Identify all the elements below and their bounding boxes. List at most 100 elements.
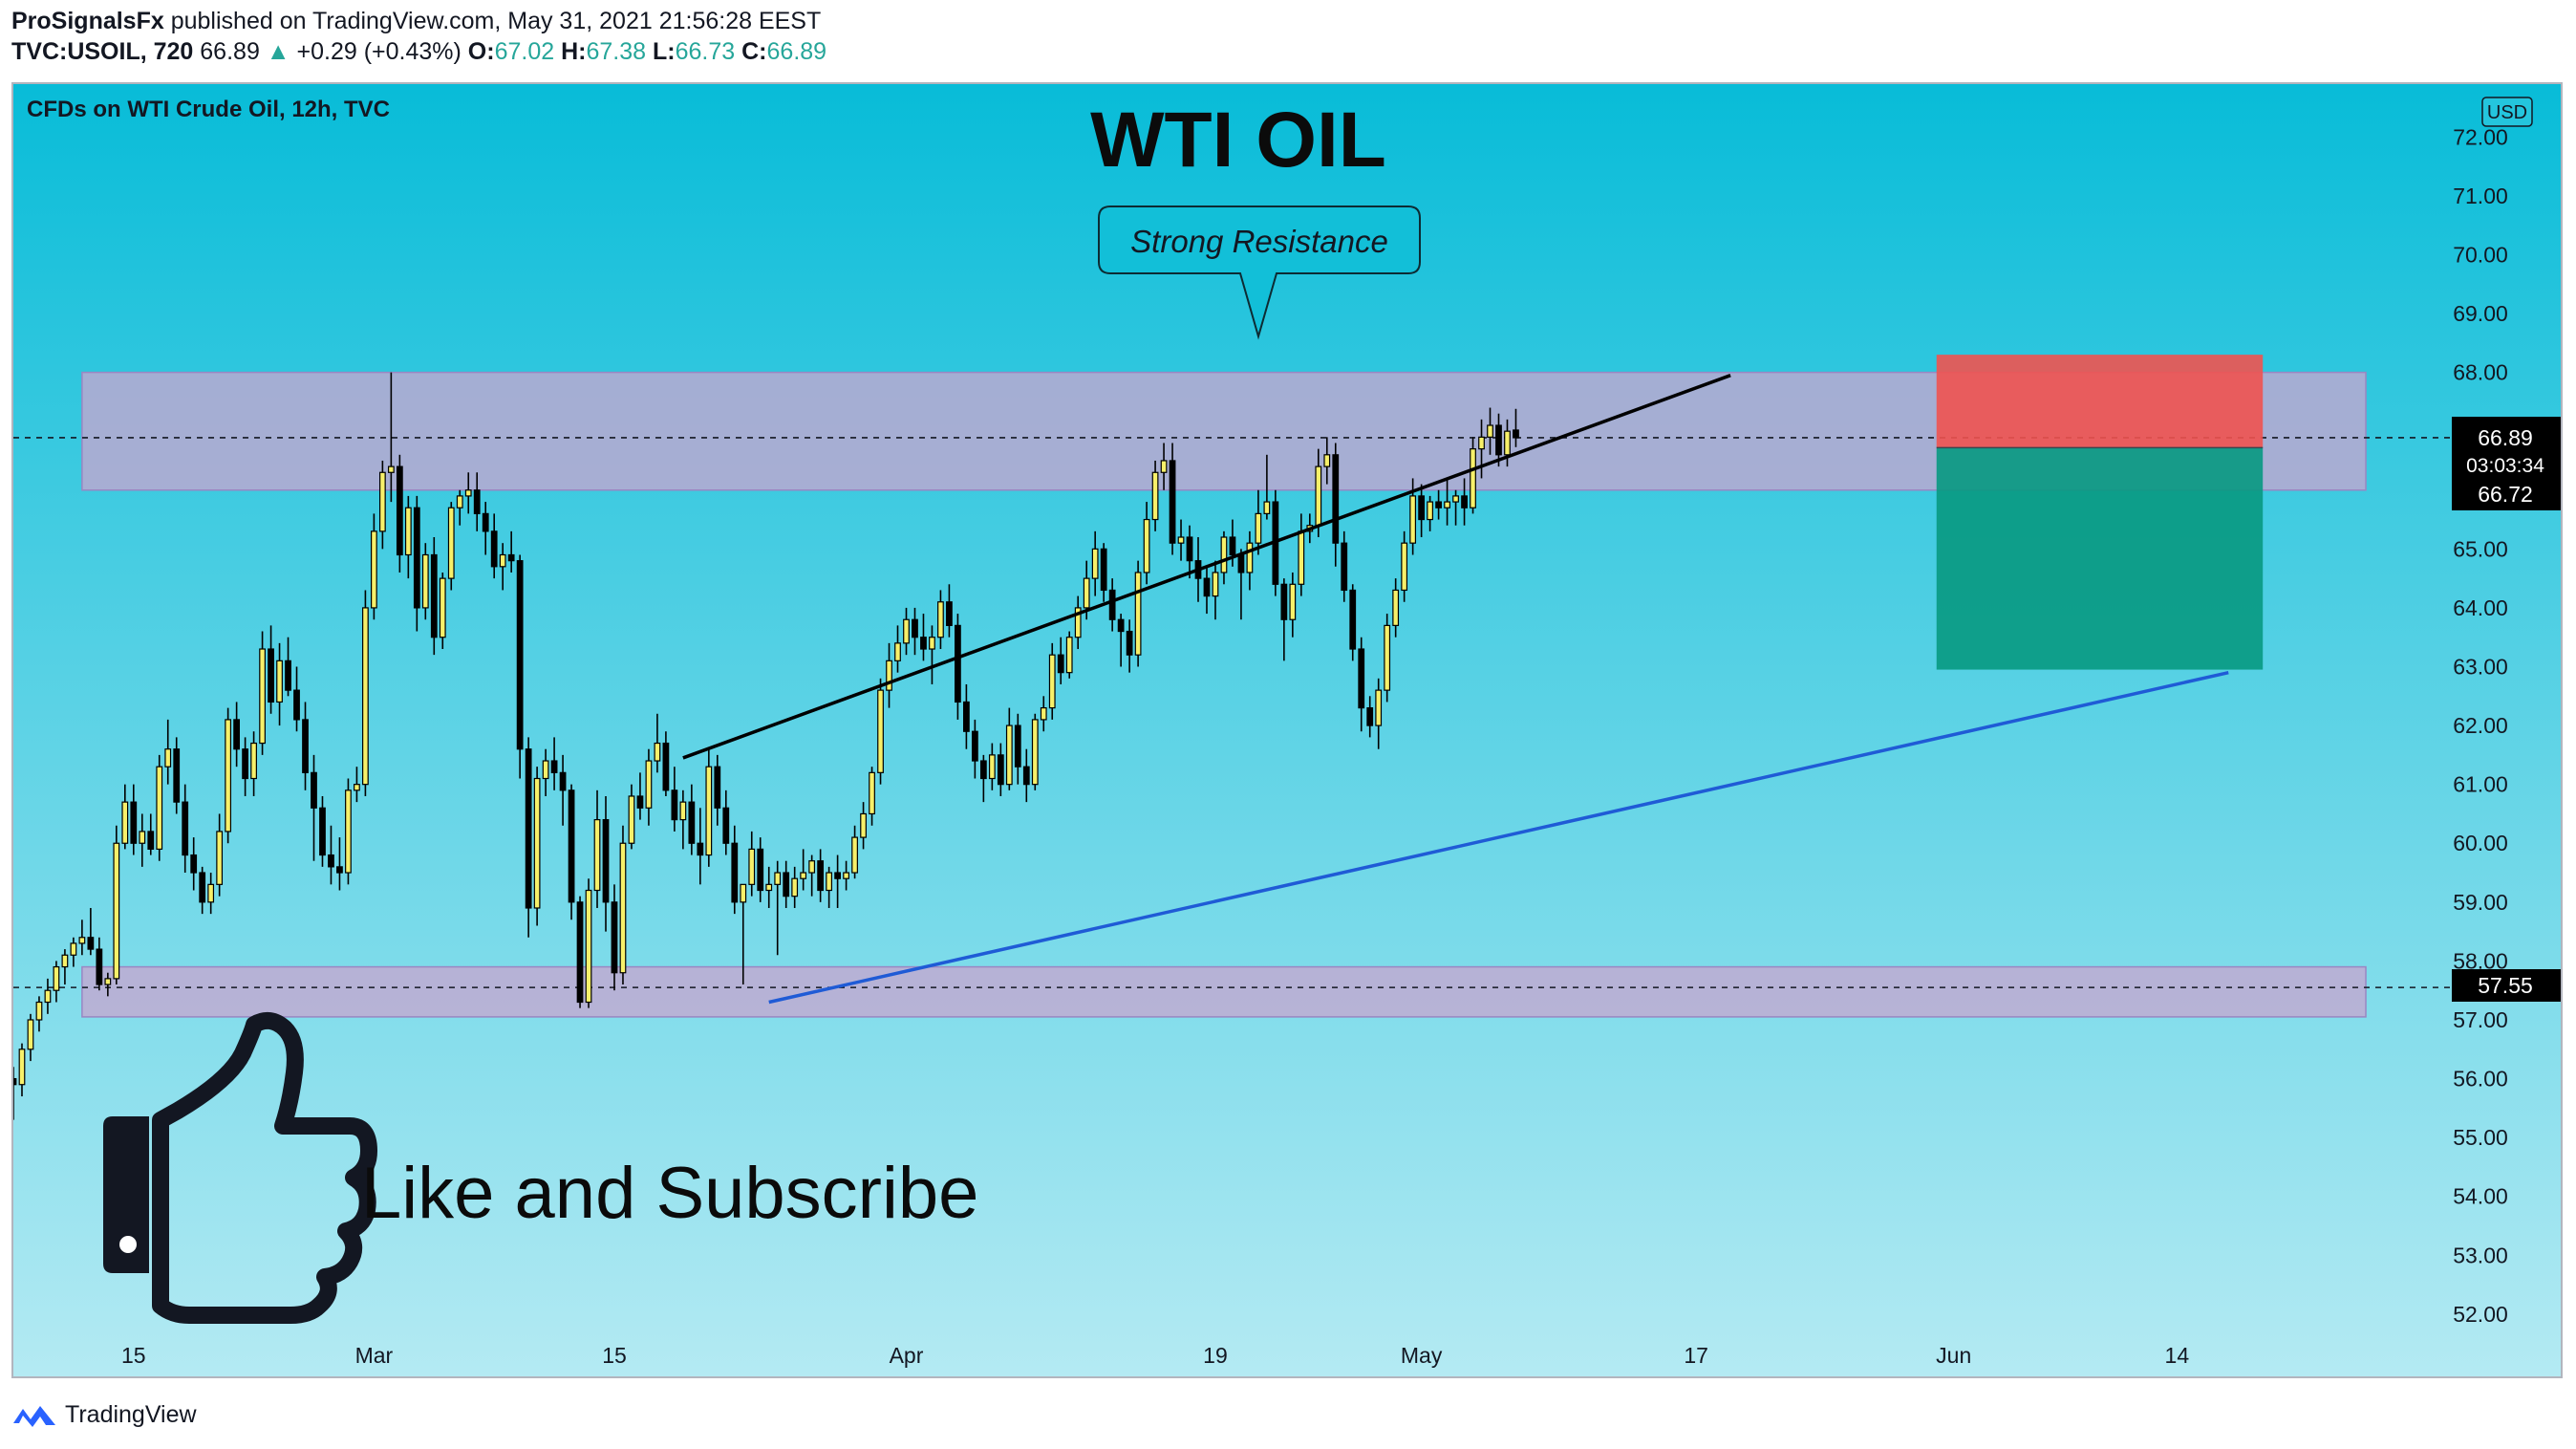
- candle[interactable]: [104, 972, 112, 997]
- candle[interactable]: [259, 631, 266, 755]
- candle[interactable]: [18, 1043, 26, 1097]
- candle[interactable]: [1143, 502, 1150, 585]
- candle[interactable]: [482, 502, 489, 555]
- candle[interactable]: [997, 743, 1004, 796]
- candle[interactable]: [654, 713, 661, 773]
- candle[interactable]: [550, 737, 558, 790]
- candle[interactable]: [371, 513, 377, 620]
- price-chart[interactable]: CFDs on WTI Crude Oil, 12h, TVC WTI OIL …: [13, 84, 2561, 1376]
- candle[interactable]: [1108, 578, 1116, 632]
- candle[interactable]: [1435, 489, 1442, 520]
- candle[interactable]: [722, 789, 730, 855]
- candle[interactable]: [164, 719, 172, 785]
- candle[interactable]: [1461, 478, 1468, 526]
- candle[interactable]: [1487, 407, 1493, 455]
- support-zone[interactable]: [81, 965, 2367, 1018]
- candle[interactable]: [860, 802, 867, 850]
- candle[interactable]: [1160, 443, 1168, 490]
- candle[interactable]: [439, 572, 446, 650]
- candle[interactable]: [1074, 595, 1082, 650]
- candle[interactable]: [791, 866, 799, 908]
- candle[interactable]: [250, 731, 257, 796]
- candle[interactable]: [199, 866, 206, 915]
- candle[interactable]: [611, 884, 618, 991]
- candle[interactable]: [1169, 443, 1176, 555]
- candle[interactable]: [499, 543, 506, 591]
- take-profit-box[interactable]: [1936, 447, 2264, 670]
- candle[interactable]: [1478, 419, 1485, 479]
- candle[interactable]: [765, 866, 773, 908]
- footer-brand[interactable]: TradingView: [65, 1400, 197, 1428]
- candle[interactable]: [774, 860, 782, 956]
- candle[interactable]: [1117, 614, 1125, 667]
- candle[interactable]: [1091, 530, 1099, 596]
- candle[interactable]: [516, 554, 524, 779]
- candle[interactable]: [302, 702, 309, 790]
- candle[interactable]: [628, 784, 635, 850]
- candle[interactable]: [903, 607, 910, 656]
- candle[interactable]: [912, 607, 918, 656]
- candle[interactable]: [559, 754, 567, 826]
- candle[interactable]: [971, 719, 978, 779]
- candle[interactable]: [190, 837, 198, 891]
- candle[interactable]: [456, 489, 463, 526]
- candle[interactable]: [585, 878, 592, 1008]
- candle[interactable]: [1203, 566, 1211, 615]
- candle[interactable]: [1427, 495, 1433, 531]
- author-name[interactable]: ProSignalsFx: [11, 8, 164, 34]
- candle[interactable]: [362, 590, 369, 796]
- candle[interactable]: [705, 748, 713, 867]
- candle[interactable]: [1401, 530, 1408, 602]
- candle[interactable]: [345, 778, 352, 885]
- candle[interactable]: [464, 472, 472, 514]
- candle[interactable]: [542, 748, 549, 796]
- candle[interactable]: [1151, 460, 1159, 531]
- candle[interactable]: [568, 784, 575, 920]
- candle[interactable]: [662, 731, 670, 796]
- candle[interactable]: [139, 813, 146, 867]
- candle[interactable]: [1177, 519, 1185, 561]
- candle[interactable]: [44, 978, 52, 1014]
- candle[interactable]: [130, 784, 138, 855]
- candle[interactable]: [1014, 713, 1021, 785]
- candle[interactable]: [147, 813, 155, 855]
- candle[interactable]: [173, 737, 181, 814]
- candle[interactable]: [387, 372, 395, 503]
- candle[interactable]: [447, 502, 455, 591]
- candle[interactable]: [988, 743, 996, 790]
- candle[interactable]: [731, 825, 739, 915]
- stop-loss-box[interactable]: [1936, 355, 2264, 448]
- candle[interactable]: [1289, 572, 1297, 638]
- candle[interactable]: [1065, 631, 1073, 679]
- candle[interactable]: [1212, 560, 1219, 620]
- candle[interactable]: [886, 642, 892, 708]
- candle[interactable]: [1375, 678, 1383, 749]
- candle[interactable]: [276, 642, 283, 726]
- candle[interactable]: [319, 795, 326, 867]
- candle[interactable]: [182, 784, 189, 874]
- candle[interactable]: [1341, 530, 1348, 602]
- candle[interactable]: [35, 996, 43, 1032]
- candle[interactable]: [1280, 578, 1288, 661]
- candle[interactable]: [894, 625, 901, 673]
- candle[interactable]: [817, 849, 825, 902]
- candle[interactable]: [808, 854, 816, 897]
- candle[interactable]: [1513, 408, 1519, 447]
- candle[interactable]: [1495, 413, 1502, 467]
- candle[interactable]: [1057, 637, 1064, 684]
- candle[interactable]: [490, 513, 498, 579]
- candle[interactable]: [156, 754, 163, 861]
- candle[interactable]: [121, 784, 129, 850]
- candle[interactable]: [1100, 543, 1107, 602]
- candle[interactable]: [1220, 530, 1228, 585]
- candle[interactable]: [216, 813, 224, 897]
- candle[interactable]: [1134, 560, 1142, 667]
- candle[interactable]: [13, 1067, 17, 1120]
- candle[interactable]: [96, 937, 103, 991]
- candle[interactable]: [740, 883, 747, 985]
- candle[interactable]: [525, 737, 532, 938]
- candle[interactable]: [404, 495, 412, 579]
- candle[interactable]: [87, 907, 95, 956]
- candle[interactable]: [1384, 614, 1391, 703]
- candle[interactable]: [1392, 578, 1400, 638]
